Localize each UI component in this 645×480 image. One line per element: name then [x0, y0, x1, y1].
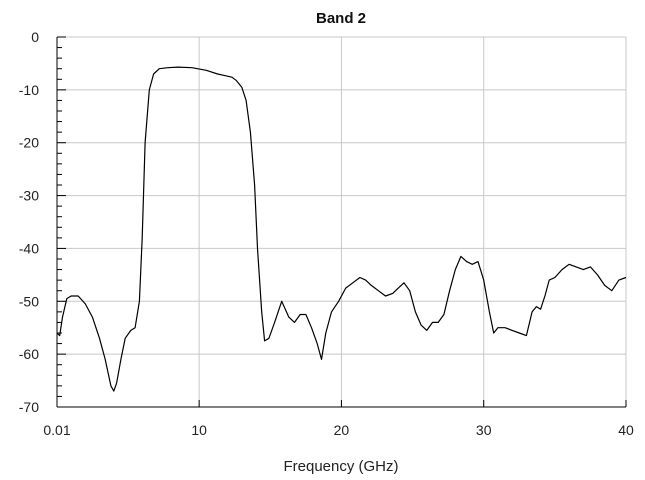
y-tick-label: -60 — [19, 346, 39, 362]
y-tick-label: -40 — [19, 240, 39, 256]
x-axis-label: Frequency (GHz) — [283, 458, 398, 475]
y-tick-label: -10 — [19, 82, 39, 98]
x-tick-label: 20 — [334, 422, 350, 438]
x-tick-label: 30 — [476, 422, 492, 438]
tick-labels: 0.01 10 20 30 40 0 -10 -20 -30 -40 -50 -60 -70 — [19, 29, 634, 438]
y-tick-label: 0 — [31, 29, 39, 45]
axes — [56, 36, 627, 408]
y-tick-label: -20 — [19, 135, 39, 151]
x-tick-label: 0.01 — [43, 422, 70, 438]
y-tick-label: -50 — [19, 293, 39, 309]
series-lines — [56, 66, 627, 392]
chart-title: Band 2 — [316, 10, 366, 27]
gridlines — [57, 36, 627, 407]
x-tick-label: 10 — [191, 422, 207, 438]
y-tick-label: -70 — [19, 399, 39, 415]
y-tick-label: -30 — [19, 188, 39, 204]
series-line — [56, 66, 627, 392]
x-tick-label: 40 — [618, 422, 634, 438]
